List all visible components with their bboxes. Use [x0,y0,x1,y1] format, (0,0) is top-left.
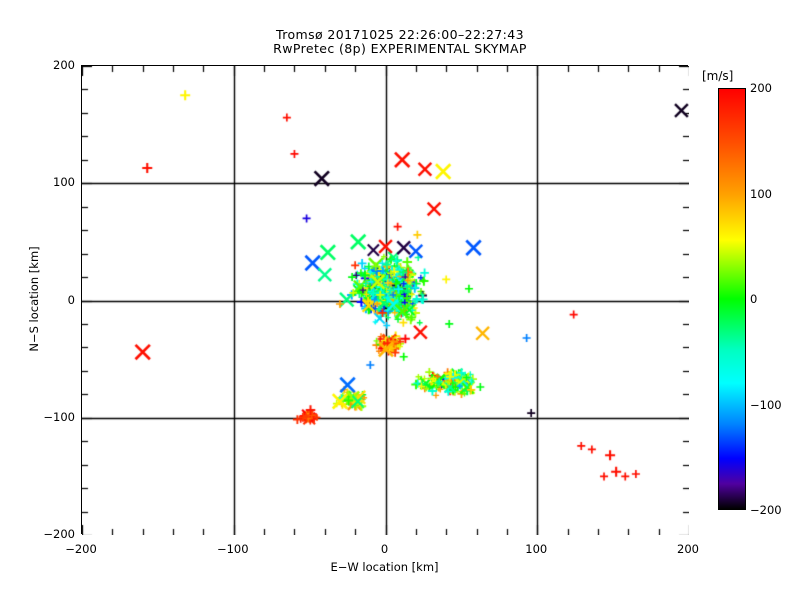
x-tick-label: −200 [65,542,97,556]
colorbar-tick-label: −200 [750,503,782,517]
x-tick-label: 0 [380,542,389,556]
colorbar-tick-label: 200 [750,81,772,95]
x-axis-title: E−W location [km] [330,560,439,574]
colorbar-tick-label: 0 [750,292,758,306]
y-tick-label: 200 [53,58,75,72]
figure-title-line-1: Tromsø 20171025 22:26:00–22:27:43 [276,27,524,42]
x-tick-label: −100 [216,542,249,556]
colorbar [718,88,746,510]
y-tick-label: 100 [53,175,75,190]
y-tick-label: −100 [43,409,75,424]
x-tick-label: 100 [525,542,548,556]
colorbar-tick-label: 100 [750,186,772,201]
x-tick-label: 200 [677,542,699,556]
y-tick-label: −200 [43,527,75,541]
figure-title-line-2: RwPretec (8p) EXPERIMENTAL SKYMAP [273,41,527,56]
y-tick-label: 0 [67,292,75,307]
colorbar-gradient [718,88,746,510]
y-axis-title: N−S location [km] [27,246,41,352]
colorbar-unit-label: [m/s] [702,69,734,83]
colorbar-tick-label: −100 [750,397,782,412]
plot-area [81,65,689,535]
scatter-plot-canvas [82,66,689,535]
